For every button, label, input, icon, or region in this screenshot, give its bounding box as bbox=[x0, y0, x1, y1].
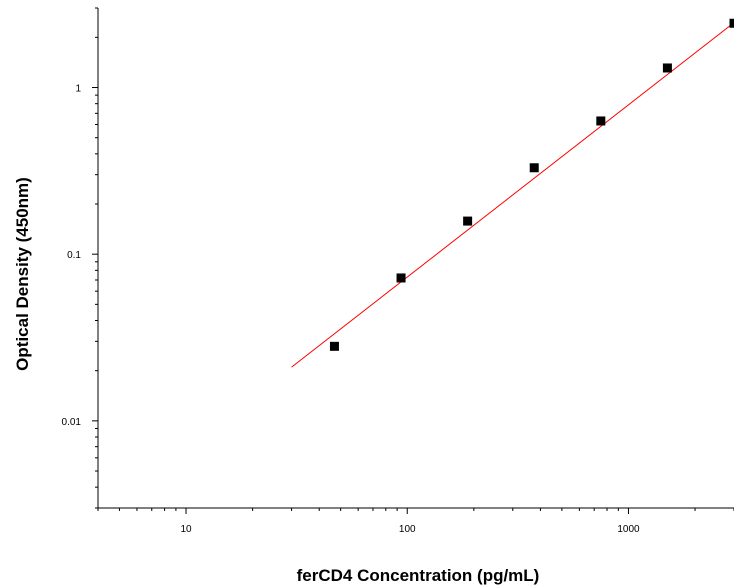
fit-line bbox=[291, 22, 734, 368]
data-point bbox=[662, 63, 672, 73]
y-ticks: 0.01 0.1 1 bbox=[62, 7, 98, 509]
plot-area: 10 100 1000 0.01 0.1 1 bbox=[62, 7, 734, 535]
data-point bbox=[529, 163, 539, 173]
x-tick-label: 100 bbox=[399, 524, 416, 535]
x-tick-label: 10 bbox=[180, 524, 192, 535]
fit-lines bbox=[291, 22, 734, 368]
data-point bbox=[396, 273, 406, 283]
y-tick-label: 1 bbox=[75, 84, 81, 95]
x-ticks: 10 100 1000 bbox=[97, 508, 734, 535]
y-tick-label: 0.1 bbox=[67, 250, 81, 261]
data-point bbox=[729, 18, 734, 28]
data-points bbox=[329, 18, 734, 351]
x-tick-label: 1000 bbox=[617, 524, 640, 535]
x-axis-title: ferCD4 Concentration (pg/mL) bbox=[297, 566, 540, 585]
y-axis-title: Optical Density (450nm) bbox=[13, 177, 32, 371]
y-tick-label: 0.01 bbox=[62, 417, 82, 428]
data-point bbox=[596, 116, 606, 126]
data-point bbox=[463, 216, 473, 226]
data-point bbox=[329, 341, 339, 351]
